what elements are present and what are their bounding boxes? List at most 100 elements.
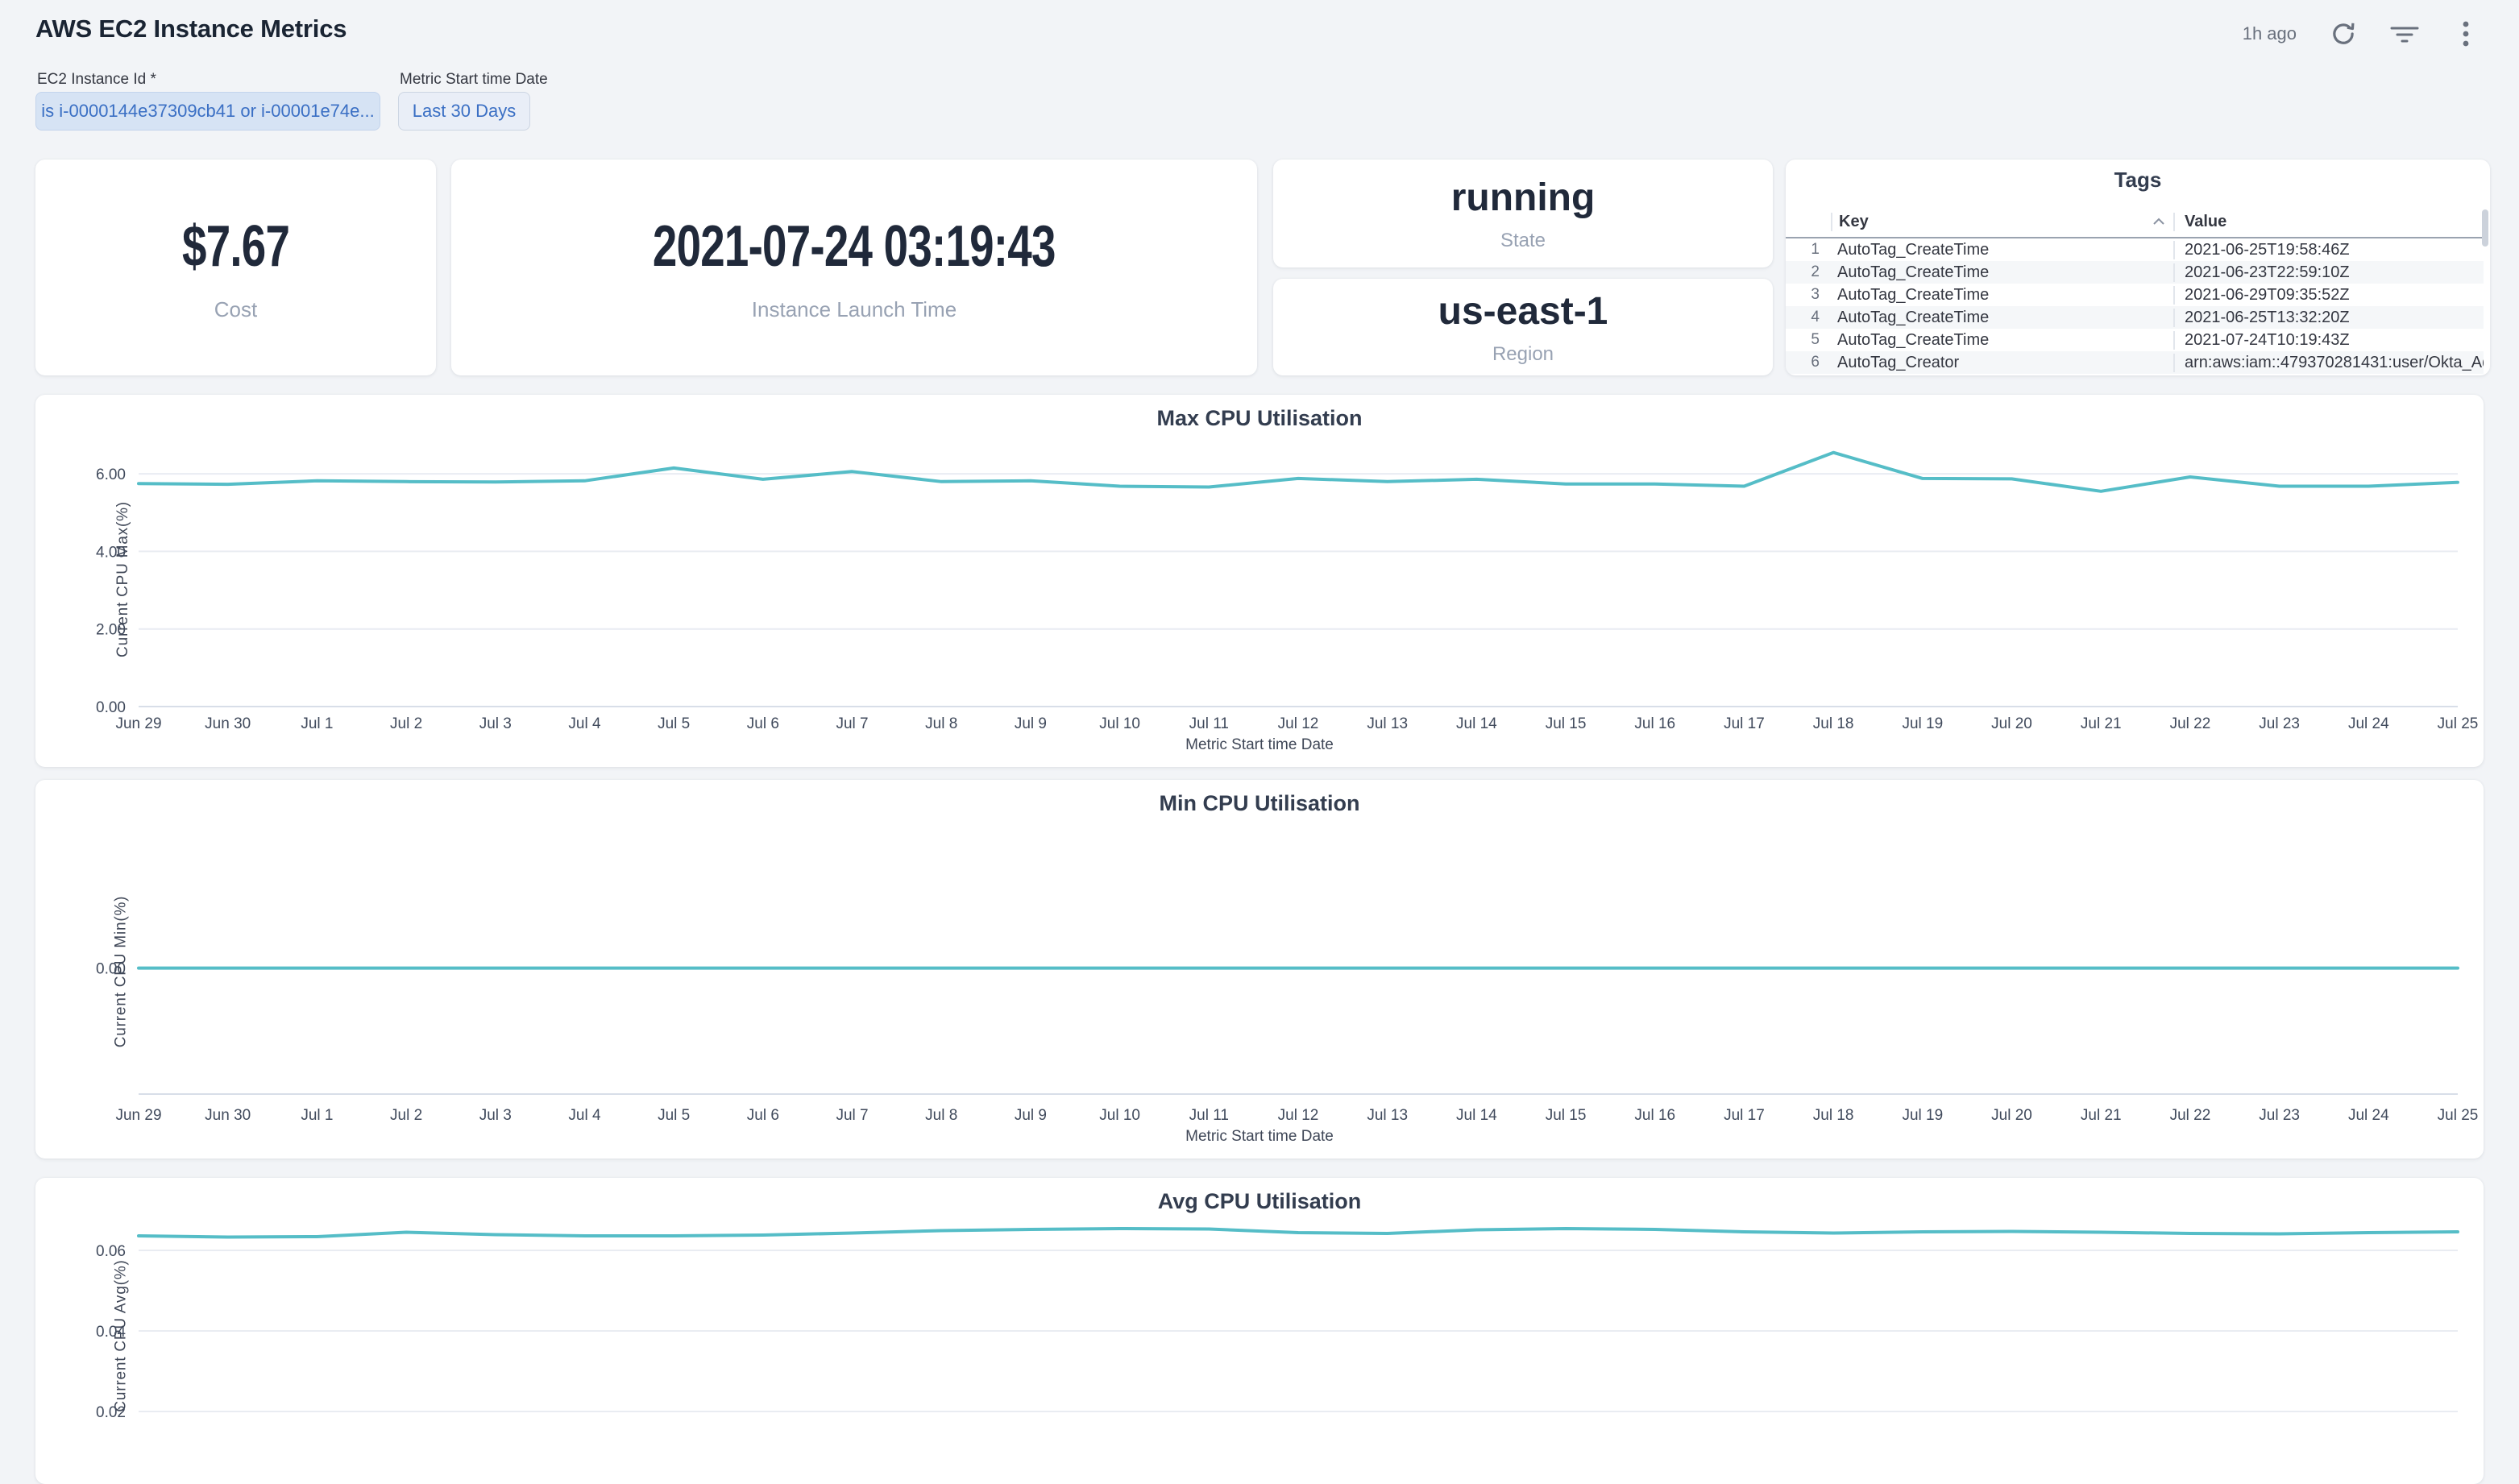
tags-table-body: 1 AutoTag_CreateTime 2021-06-25T19:58:46Z 2…	[1786, 238, 2484, 374]
svg-text:6.00: 6.00	[96, 466, 126, 483]
instance-id-filter-pill[interactable]: is i-0000144e37309cb41 or i-00001e74e...	[35, 92, 380, 131]
svg-text:Jul 12: Jul 12	[1278, 1107, 1319, 1124]
date-filter-label: Metric Start time Date	[400, 71, 548, 88]
tag-value-cell: 2021-06-29T09:35:52Z	[2173, 285, 2484, 305]
svg-text:Jul 1: Jul 1	[301, 1107, 333, 1124]
instance-id-filter-label: EC2 Instance Id *	[37, 71, 156, 88]
min-cpu-x-axis-label: Metric Start time Date	[1185, 1128, 1334, 1145]
svg-text:Jul 16: Jul 16	[1634, 715, 1675, 732]
svg-text:Jul 3: Jul 3	[479, 1107, 512, 1124]
max-cpu-chart-title: Max CPU Utilisation	[1156, 406, 1363, 430]
svg-text:Jul 7: Jul 7	[836, 715, 868, 732]
header-actions: 1h ago	[2243, 18, 2480, 50]
svg-text:Jul 8: Jul 8	[925, 715, 957, 732]
row-number: 4	[1811, 309, 1820, 325]
avg-cpu-chart: 0.06 0.04 0.02	[96, 1227, 2459, 1421]
sort-ascending-icon	[2152, 218, 2165, 226]
region-value: us-east-1	[1438, 289, 1608, 333]
svg-text:Jul 4: Jul 4	[568, 1107, 601, 1124]
svg-text:Jul 20: Jul 20	[1991, 1107, 2032, 1124]
table-row: 4 AutoTag_CreateTime 2021-06-25T13:32:20Z	[1786, 306, 2484, 329]
svg-text:Jul 18: Jul 18	[1813, 1107, 1854, 1124]
svg-text:Jul 6: Jul 6	[747, 1107, 779, 1124]
svg-text:Jul 18: Jul 18	[1813, 715, 1854, 732]
region-label: Region	[1492, 342, 1554, 365]
row-number: 6	[1811, 354, 1820, 371]
svg-text:Jul 13: Jul 13	[1367, 1107, 1408, 1124]
svg-text:Jul 21: Jul 21	[2081, 1107, 2122, 1124]
svg-text:0.04: 0.04	[96, 1324, 126, 1341]
svg-text:Jun 29: Jun 29	[115, 715, 161, 732]
svg-text:Jul 5: Jul 5	[658, 715, 690, 732]
tags-panel-title: Tags	[2114, 168, 2162, 192]
svg-text:Jul 2: Jul 2	[390, 715, 422, 732]
min-cpu-chart: 0.00 Jun 29 Jun 30 Jul 1 Jul 2 Jul 3 Jul 4 Jul …	[96, 961, 2479, 1124]
date-range-pill[interactable]: Last 30 Days	[398, 92, 530, 131]
svg-text:Jul 20: Jul 20	[1991, 715, 2032, 732]
launch-time-value: 2021-07-24 03:19:43	[653, 213, 1056, 279]
table-row: 5 AutoTag_CreateTime 2021-07-24T10:19:43Z	[1786, 329, 2484, 351]
tags-scrollbar[interactable]	[2482, 209, 2488, 247]
avg-cpu-chart-title: Avg CPU Utilisation	[1157, 1189, 1362, 1213]
max-cpu-x-axis-label: Metric Start time Date	[1185, 736, 1334, 753]
table-row: 1 AutoTag_CreateTime 2021-06-25T19:58:46Z	[1786, 238, 2484, 261]
launch-time-metric-card: 2021-07-24 03:19:43 Instance Launch Time	[451, 160, 1257, 375]
tags-column-header-value[interactable]: Value	[2173, 212, 2484, 231]
svg-text:Jun 29: Jun 29	[115, 1107, 161, 1124]
svg-text:Jul 21: Jul 21	[2081, 715, 2122, 732]
svg-text:Jul 23: Jul 23	[2259, 1107, 2300, 1124]
svg-text:Jul 19: Jul 19	[1902, 1107, 1943, 1124]
svg-text:Jul 25: Jul 25	[2438, 1107, 2479, 1124]
svg-text:2.00: 2.00	[96, 622, 126, 639]
svg-text:Jul 22: Jul 22	[2170, 715, 2211, 732]
avg-cpu-panel: Avg CPU Utilisation Current CPU Avg(%) 0…	[35, 1178, 2484, 1484]
svg-text:Jul 11: Jul 11	[1189, 1107, 1229, 1124]
last-updated-text: 1h ago	[2242, 23, 2297, 44]
svg-text:Jul 13: Jul 13	[1367, 715, 1408, 732]
svg-text:Jul 17: Jul 17	[1724, 715, 1765, 732]
svg-text:Jul 14: Jul 14	[1456, 715, 1497, 732]
svg-text:Jul 15: Jul 15	[1546, 715, 1587, 732]
svg-text:Jul 12: Jul 12	[1278, 715, 1319, 732]
svg-text:Jul 24: Jul 24	[2348, 715, 2389, 732]
refresh-icon[interactable]	[2329, 19, 2358, 48]
min-cpu-chart-title: Min CPU Utilisation	[1159, 791, 1360, 815]
svg-text:Jul 25: Jul 25	[2438, 715, 2479, 732]
tag-key-cell: AutoTag_CreateTime	[1837, 240, 1990, 259]
tags-table: Key Value 1 AutoTag_CreateTime 2021-06-25T…	[1786, 206, 2484, 374]
svg-text:Jul 19: Jul 19	[1902, 715, 1943, 732]
tag-key-cell: AutoTag_Creator	[1837, 353, 1960, 371]
state-value: running	[1450, 176, 1596, 219]
tag-value-cell: arn:aws:iam::479370281431:user/Okta_Admi…	[2173, 353, 2484, 372]
svg-text:0.00: 0.00	[96, 961, 126, 978]
row-number: 3	[1811, 286, 1820, 303]
svg-text:Jul 22: Jul 22	[2170, 1107, 2211, 1124]
tag-value-cell: 2021-06-25T19:58:46Z	[2173, 240, 2484, 259]
region-metric-card: us-east-1 Region	[1273, 279, 1773, 375]
row-number: 2	[1811, 263, 1820, 280]
tag-key-cell: AutoTag_CreateTime	[1837, 285, 1990, 304]
cost-label: Cost	[214, 296, 258, 321]
state-label: State	[1500, 229, 1546, 251]
tags-panel: Tags Key Value 1 AutoTag_CreateTime 2021-0…	[1786, 160, 2490, 375]
svg-text:Jul 10: Jul 10	[1099, 715, 1140, 732]
state-metric-card: running State	[1273, 160, 1773, 267]
tags-table-header: Key Value	[1786, 206, 2484, 238]
cost-value: $7.67	[181, 213, 290, 279]
row-number: 1	[1811, 241, 1820, 258]
svg-text:Jul 9: Jul 9	[1015, 1107, 1047, 1124]
tag-key-cell: AutoTag_CreateTime	[1837, 330, 1990, 349]
kebab-menu-icon[interactable]	[2451, 19, 2480, 48]
svg-text:Jun 30: Jun 30	[205, 1107, 251, 1124]
filter-icon[interactable]	[2390, 19, 2419, 48]
tags-column-header-key[interactable]: Key	[1831, 212, 2173, 231]
svg-text:Jun 30: Jun 30	[205, 715, 251, 732]
svg-text:Jul 10: Jul 10	[1099, 1107, 1140, 1124]
min-cpu-panel: Min CPU Utilisation Current CPU Min(%) 0…	[35, 780, 2484, 1159]
svg-text:Jul 2: Jul 2	[390, 1107, 422, 1124]
launch-time-label: Instance Launch Time	[751, 296, 957, 321]
svg-text:Jul 7: Jul 7	[836, 1107, 868, 1124]
svg-text:Jul 17: Jul 17	[1724, 1107, 1765, 1124]
table-row: 6 AutoTag_Creator arn:aws:iam::47937028143…	[1786, 351, 2484, 374]
